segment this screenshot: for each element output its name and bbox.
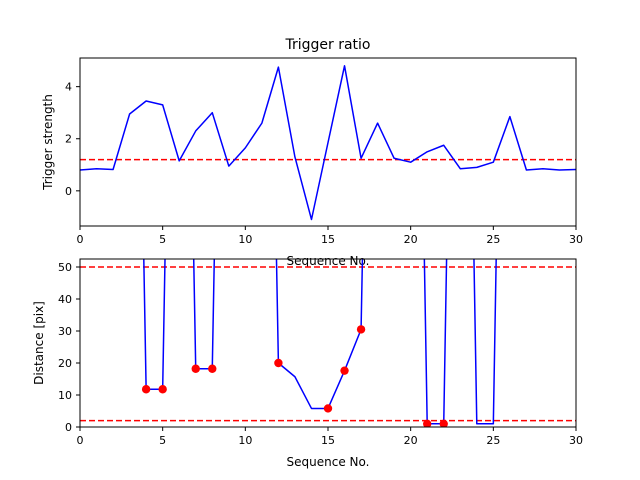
bottom-ylabel: Distance [pix] [32, 301, 46, 385]
top-x-tick-label: 15 [321, 233, 335, 246]
bottom-axes-frame [79, 258, 577, 428]
bottom-y-tick-label: 30 [58, 325, 72, 338]
bottom-data-point [423, 419, 432, 427]
top-series-line-0 [80, 65, 576, 221]
top-x-tick-label: 0 [77, 233, 84, 246]
bottom-data-point [208, 364, 217, 373]
top-y-tick-label: 0 [65, 185, 72, 198]
bottom-y-tick-label: 0 [65, 421, 72, 434]
bottom-y-tick-label: 20 [58, 357, 72, 370]
top-ticks: 0 5 10 15 20 25 30 0 2 4 [65, 81, 583, 246]
bottom-x-tick-label: 30 [569, 434, 583, 447]
bottom-x-tick-label: 0 [77, 434, 84, 447]
top-x-tick-label: 25 [486, 233, 500, 246]
top-chart-title: Trigger ratio [284, 37, 370, 53]
top-y-tick-label: 2 [65, 133, 72, 146]
bottom-y-tick-label: 50 [58, 261, 72, 274]
bottom-data-point [158, 385, 167, 394]
bottom-subplot: 0 5 10 15 20 25 30 0 10 20 30 40 50 Sequence No. Dis… [32, 258, 583, 469]
bottom-x-tick-label: 25 [486, 434, 500, 447]
top-x-tick-label: 10 [238, 233, 252, 246]
top-y-tick-label: 4 [65, 81, 72, 94]
bottom-ticks: 0 5 10 15 20 25 30 0 10 20 30 40 50 [58, 261, 583, 447]
bottom-data-point [439, 419, 448, 427]
top-x-tick-label: 30 [569, 233, 583, 246]
bottom-y-tick-label: 40 [58, 293, 72, 306]
bottom-plot-area [80, 259, 576, 427]
bottom-x-tick-label: 10 [238, 434, 252, 447]
bottom-data-point [356, 325, 366, 334]
bottom-data-point [274, 358, 283, 368]
bottom-x-tick-label: 20 [404, 434, 418, 447]
bottom-xlabel: Sequence No. [287, 455, 370, 469]
top-plot-area [80, 65, 576, 221]
bottom-x-tick-label: 15 [321, 434, 335, 447]
top-x-tick-label: 5 [159, 233, 166, 246]
top-xlabel: Sequence No. [287, 254, 370, 268]
top-subplot: Trigger ratio 0 5 10 15 20 25 30 0 2 4 Sequence N… [41, 37, 583, 268]
bottom-y-tick-label: 10 [58, 389, 72, 402]
top-ylabel: Trigger strength [41, 94, 55, 191]
top-x-tick-label: 20 [404, 233, 418, 246]
bottom-data-point [323, 404, 333, 413]
bottom-x-tick-label: 5 [159, 434, 166, 447]
bottom-data-point [191, 364, 200, 373]
bottom-data-point [141, 385, 151, 394]
bottom-data-point [340, 366, 349, 375]
